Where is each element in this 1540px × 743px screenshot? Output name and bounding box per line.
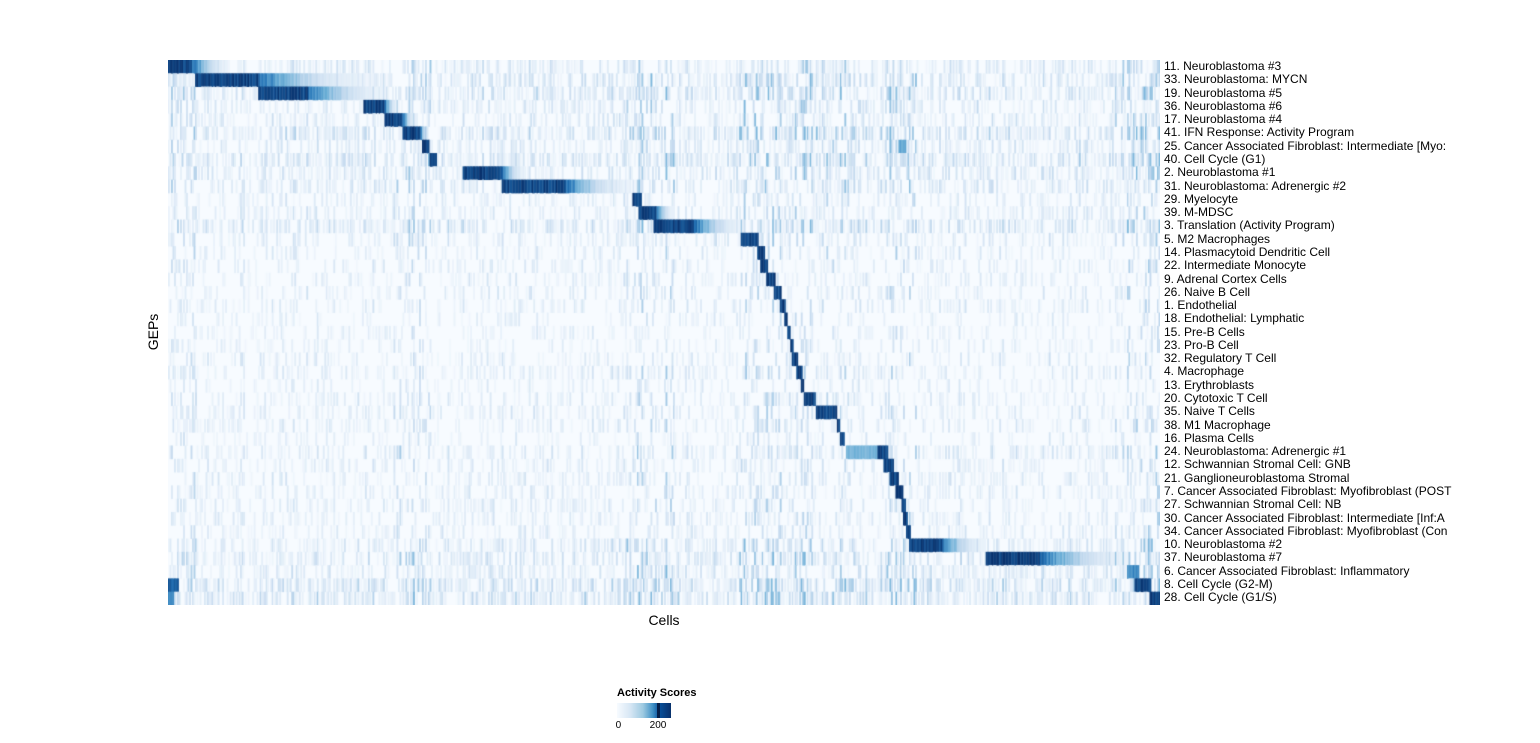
row-label: 12. Schwannian Stromal Cell: GNB <box>1164 457 1351 472</box>
row-label: 41. IFN Response: Activity Program <box>1164 125 1355 140</box>
row-label: 36. Neuroblastoma #6 <box>1164 98 1283 113</box>
row-label: 18. Endothelial: Lymphatic <box>1164 311 1305 326</box>
row-label: 3. Translation (Activity Program) <box>1164 218 1335 233</box>
row-label: 11. Neuroblastoma #3 <box>1164 59 1282 73</box>
row-label: 16. Plasma Cells <box>1164 430 1255 445</box>
row-label: 37. Neuroblastoma #7 <box>1164 550 1283 565</box>
row-label: 38. M1 Macrophage <box>1164 417 1271 432</box>
row-label: 39. M-MDSC <box>1164 205 1234 220</box>
row-label: 40. Cell Cycle (G1) <box>1164 151 1266 166</box>
row-label: 6. Cancer Associated Fibroblast: Inflamm… <box>1164 563 1410 578</box>
legend-max-label: 200 <box>649 720 667 731</box>
row-label: 30. Cancer Associated Fibroblast: Interm… <box>1164 510 1445 525</box>
row-label: 35. Naive T Cells <box>1164 404 1255 419</box>
row-label: 5. M2 Macrophages <box>1164 231 1271 246</box>
legend-ticks: 0 200 <box>615 720 677 732</box>
row-label: 27. Schwannian Stromal Cell: NB <box>1164 497 1342 512</box>
row-label: 19. Neuroblastoma #5 <box>1164 85 1283 100</box>
row-label: 25. Cancer Associated Fibroblast: Interm… <box>1164 138 1447 153</box>
row-label: 2. Neuroblastoma #1 <box>1164 165 1276 180</box>
y-axis-label: GEPs <box>145 313 161 351</box>
legend-max-marker <box>657 703 660 718</box>
row-label: 32. Regulatory T Cell <box>1164 351 1277 366</box>
row-label: 34. Cancer Associated Fibroblast: Myofib… <box>1164 523 1448 538</box>
row-label: 28. Cell Cycle (G1/S) <box>1164 590 1277 605</box>
row-label: 4. Macrophage <box>1164 364 1245 379</box>
row-label: 21. Ganglioneuroblastoma Stromal <box>1164 470 1350 485</box>
row-label: 7. Cancer Associated Fibroblast: Myofibr… <box>1164 484 1452 498</box>
colorbar-legend: Activity Scores 0 200 <box>615 687 697 732</box>
row-label: 29. Myelocyte <box>1164 191 1239 206</box>
heatmap-canvas <box>168 60 1160 605</box>
row-label: 22. Intermediate Monocyte <box>1164 258 1307 273</box>
row-label: 20. Cytotoxic T Cell <box>1164 391 1268 406</box>
row-label: 8. Cell Cycle (G2-M) <box>1164 576 1273 591</box>
legend-title: Activity Scores <box>617 687 697 699</box>
row-label: 31. Neuroblastoma: Adrenergic #2 <box>1164 178 1347 193</box>
row-label: 23. Pro-B Cell <box>1164 337 1239 352</box>
row-labels: 11. Neuroblastoma #3 33. Neuroblastoma: M… <box>1164 59 1452 605</box>
row-label: 1. Endothelial <box>1164 298 1237 313</box>
row-label: 9. Adrenal Cortex Cells <box>1164 271 1287 286</box>
row-label: 13. Erythroblasts <box>1164 377 1255 392</box>
row-label: 26. Naive B Cell <box>1164 284 1251 299</box>
legend-min-label: 0 <box>615 720 622 731</box>
x-axis-label: Cells <box>648 612 680 628</box>
row-label: 15. Pre-B Cells <box>1164 324 1245 339</box>
row-label: 33. Neuroblastoma: MYCN <box>1164 72 1308 87</box>
row-label: 14. Plasmacytoid Dendritic Cell <box>1164 244 1331 259</box>
legend-gradient-bar <box>617 703 671 718</box>
row-label: 24. Neuroblastoma: Adrenergic #1 <box>1164 444 1347 459</box>
row-label: 17. Neuroblastoma #4 <box>1164 112 1283 127</box>
row-label: 10. Neuroblastoma #2 <box>1164 537 1283 552</box>
